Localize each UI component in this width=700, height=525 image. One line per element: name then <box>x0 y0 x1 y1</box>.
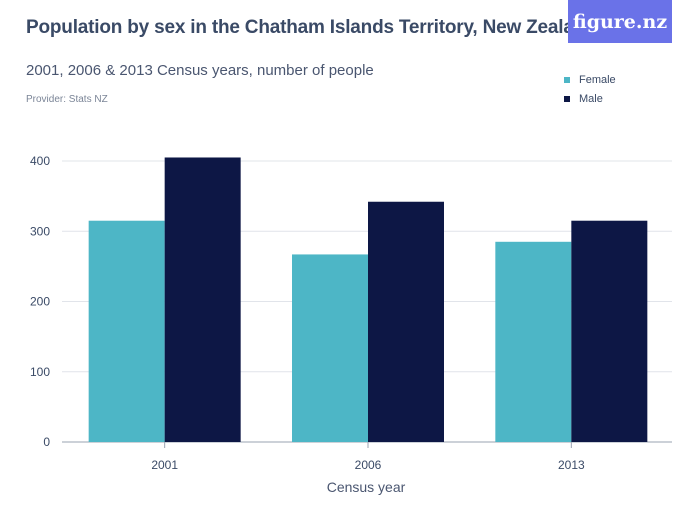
legend-label-female: Female <box>579 73 616 86</box>
y-tick-label: 0 <box>43 435 50 449</box>
axis-labels: 0 100 200 300 400 2001 2006 2013 <box>30 154 585 472</box>
legend-swatch-male <box>564 95 570 102</box>
bar-female-2013 <box>495 241 572 442</box>
y-tick-label: 200 <box>30 295 50 309</box>
bar-male-2013 <box>571 220 648 442</box>
y-tick-label: 100 <box>30 365 50 379</box>
chart-title: Population by sex in the Chatham Islands… <box>26 17 597 38</box>
bar-female-2001 <box>88 220 165 442</box>
y-tick-label: 300 <box>30 224 50 238</box>
bar-male-2006 <box>368 201 444 442</box>
figure-nz-logo[interactable]: figure.nz <box>568 0 672 43</box>
bars <box>88 157 648 443</box>
chart-subtitle: 2001, 2006 & 2013 Census years, number o… <box>26 62 374 79</box>
y-tick-label: 400 <box>30 154 50 168</box>
legend-swatch-female <box>564 76 570 83</box>
x-axis-title: Census year <box>327 479 406 495</box>
legend-item-female: Female <box>564 70 616 89</box>
bar-male-2001 <box>164 157 241 443</box>
provider-note: Provider: Stats NZ <box>26 94 108 105</box>
x-tick-label-2006: 2006 <box>355 458 382 472</box>
legend-item-male: Male <box>564 89 616 108</box>
x-tick-label-2013: 2013 <box>558 458 585 472</box>
legend: Female Male <box>564 70 616 108</box>
legend-label-male: Male <box>579 92 603 105</box>
bar-female-2006 <box>292 254 368 442</box>
x-tick-label-2001: 2001 <box>151 458 178 472</box>
